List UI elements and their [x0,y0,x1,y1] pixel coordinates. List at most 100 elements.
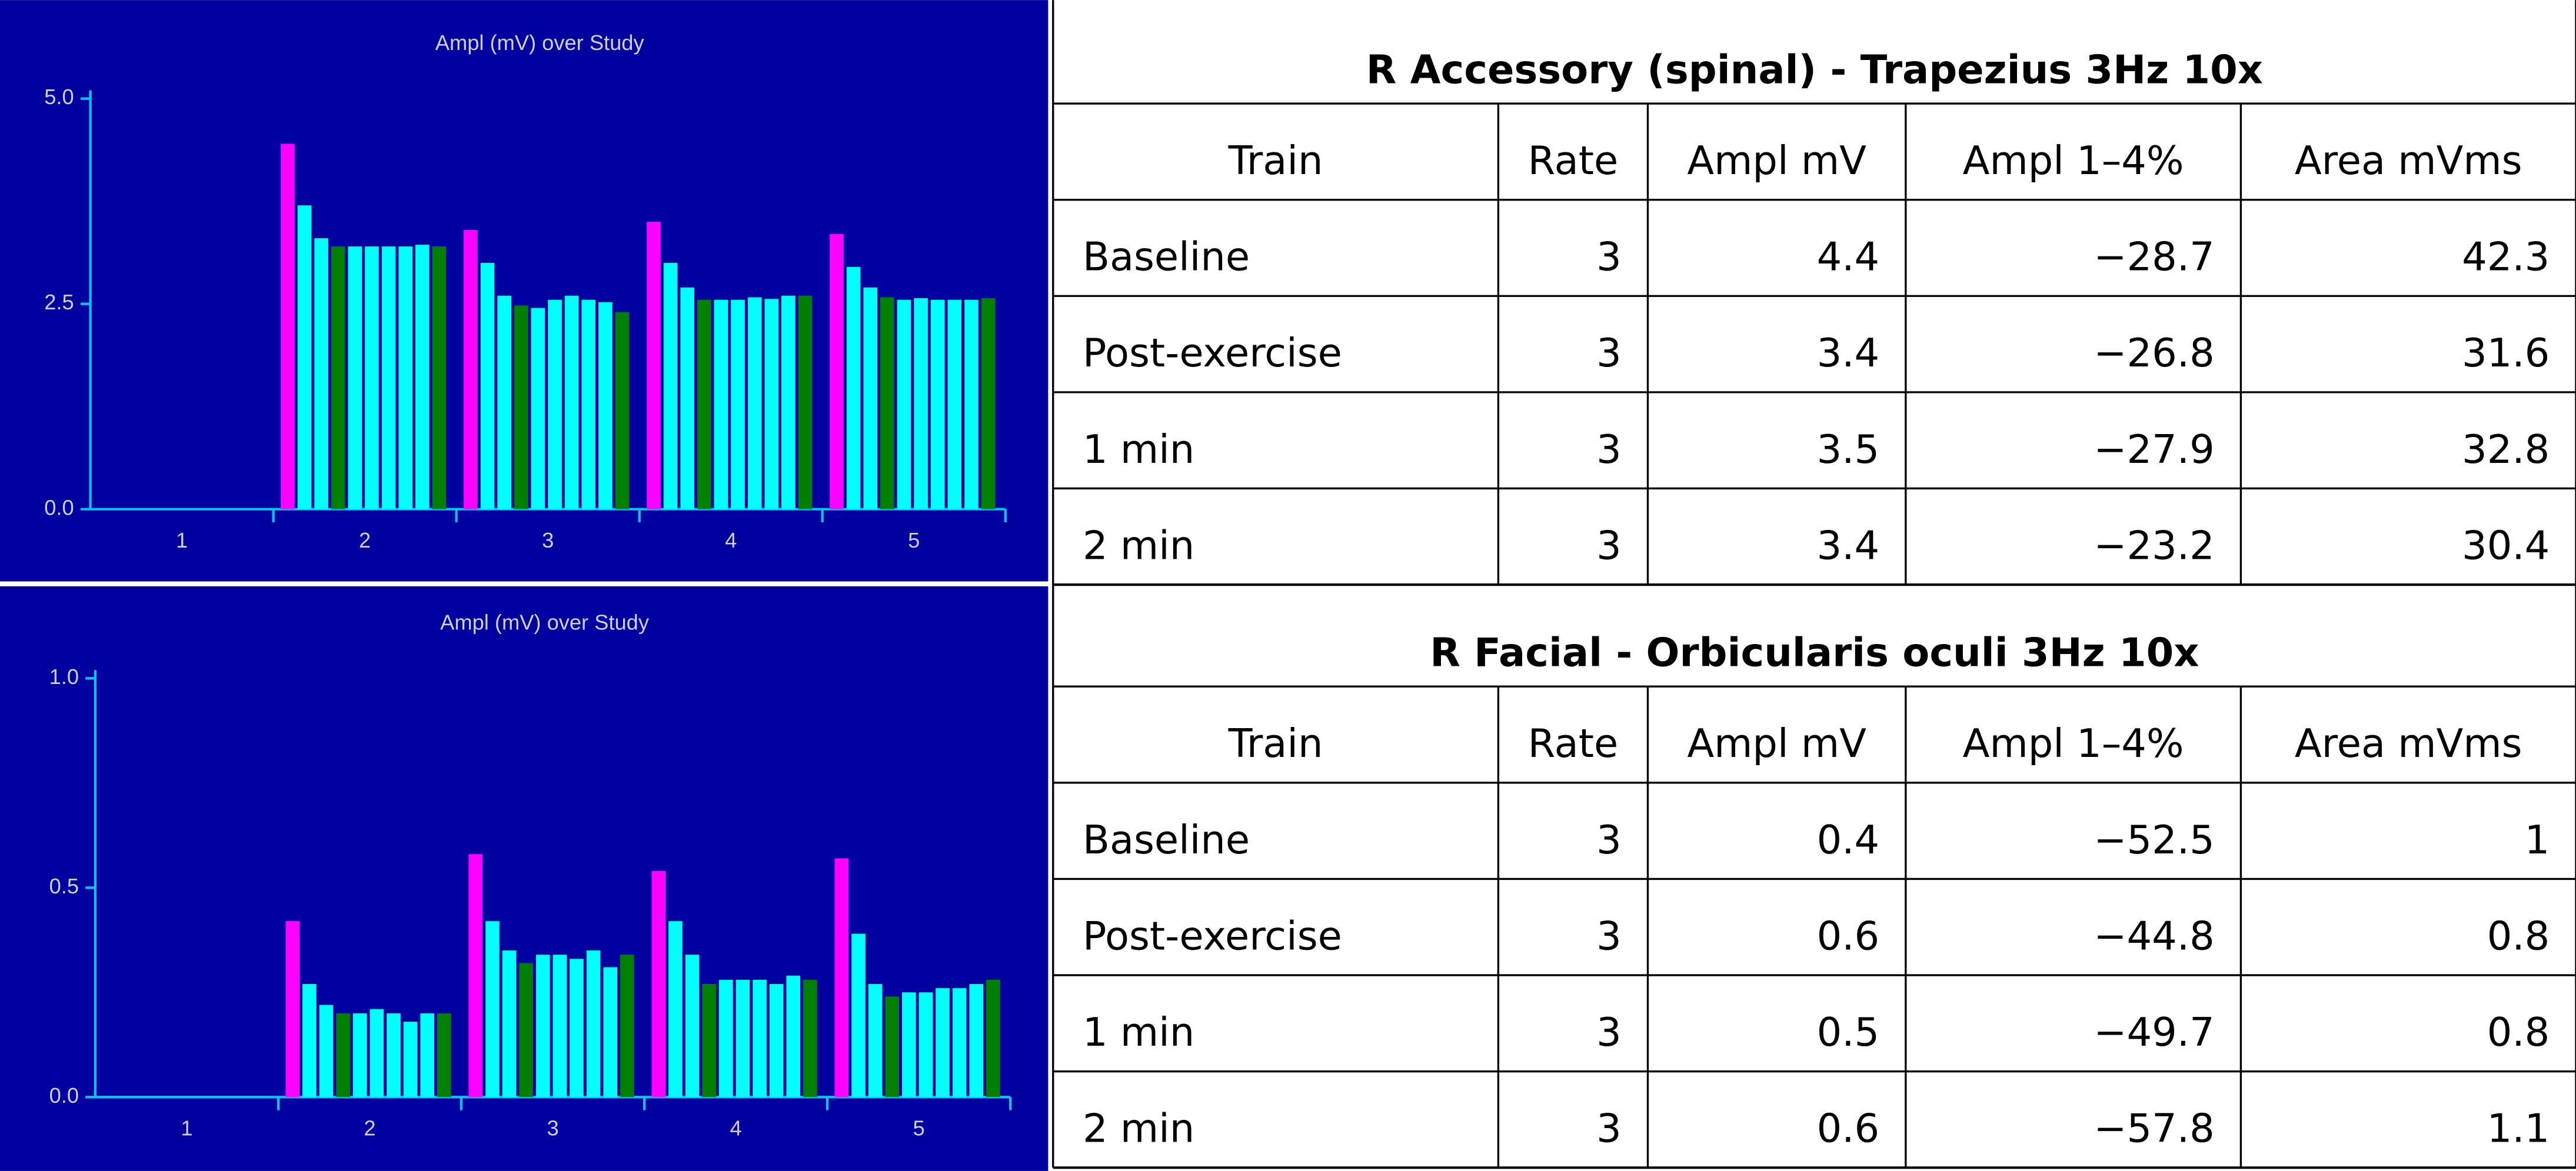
table-cell: −44.8 [2094,913,2214,959]
bar [830,233,844,509]
bar [370,1009,384,1097]
table-cell: 1 [2525,817,2550,863]
bar [348,246,362,509]
column-header: Ampl 1–4% [1963,138,2184,184]
column-header: Ampl mV [1687,138,1866,184]
bar [897,299,911,509]
x-tick-label: 3 [547,1116,558,1140]
bar [281,144,295,509]
bar [514,305,528,509]
bar [952,988,967,1097]
bar [331,246,345,509]
chart-title: Ampl (mV) over Study [435,31,645,55]
bar [319,1005,334,1097]
x-tick-label: 5 [908,528,920,552]
bar [598,302,613,509]
bar [663,262,678,509]
table-cell: Baseline [1083,234,1250,280]
bar [918,992,933,1097]
table-cell: 3 [1596,426,1622,472]
table-cell: 32.8 [2462,426,2550,472]
table-cell: 1 min [1083,1009,1194,1055]
bar [415,245,430,509]
bar [863,287,878,509]
bar [387,1013,401,1097]
bar [586,950,601,1097]
table-cell: 0.8 [2487,913,2550,959]
table-cell: 3 [1596,330,1622,376]
bar [548,299,562,509]
y-tick-label: 1.0 [49,665,79,689]
table-cell: 3 [1596,1009,1622,1055]
table-cell: −23.2 [2094,522,2214,568]
bar [381,246,396,509]
bar [620,955,634,1097]
table-cell: 30.4 [2462,522,2550,568]
column-header: Area mVms [2295,138,2522,184]
bar [885,996,900,1097]
bar [735,979,750,1097]
table-cell: −27.9 [2094,426,2214,472]
charts: Ampl (mV) over Study 0.0 2.5 5.0 1 2 3 4 5 Ampl (… [44,31,1012,1140]
table-cell: 1.1 [2487,1106,2550,1152]
bar [651,870,666,1097]
y-tick-label: 0.5 [49,874,79,898]
x-tick-label: 5 [913,1116,925,1140]
table-cell: 3 [1596,913,1622,959]
table-cell: 3.4 [1817,522,1880,568]
column-header: Train [1228,720,1323,766]
table-cell: 42.3 [2462,234,2550,280]
bar [986,979,1000,1097]
bar [480,262,495,509]
bar [398,246,412,509]
bar [851,933,866,1097]
bar [846,266,861,509]
x-tick-label: 2 [364,1116,375,1140]
bar [902,992,916,1097]
table-cell: 3.5 [1817,426,1880,472]
column-header: Rate [1528,720,1619,766]
bar [314,238,328,509]
bar [930,299,945,509]
bar [531,308,545,509]
bar [603,967,618,1097]
bar [747,297,762,509]
column-header: Rate [1528,138,1619,184]
table-title: R Facial - Orbicularis oculi 3Hz 10x [1430,630,2199,676]
tables: R Accessory (spinal) - Trapezius 3Hz 10x… [1052,0,2576,1169]
bar [581,299,596,509]
bar [880,297,894,509]
table-cell: 3 [1596,234,1622,280]
bar [834,858,849,1097]
bar [535,955,550,1097]
table-cell: 0.5 [1817,1009,1880,1055]
table-cell: 2 min [1083,522,1194,568]
bar [680,287,694,509]
bar [753,979,767,1097]
bar [502,950,517,1097]
table-cell: −26.8 [2094,330,2214,376]
bar [302,984,317,1097]
bar [647,222,661,509]
y-tick-label: 2.5 [44,290,74,314]
bar [718,979,733,1097]
bar [432,246,447,509]
table-cell: 31.6 [2462,330,2550,376]
bar [437,1013,451,1097]
bar [697,299,711,509]
column-header: Ampl mV [1687,720,1866,766]
x-tick-label: 3 [542,528,554,552]
table-cell: 4.4 [1817,234,1880,280]
bar [803,979,817,1097]
column-header: Train [1228,138,1323,184]
y-tick-label: 0.0 [49,1083,79,1107]
table-cell: 1 min [1083,426,1194,472]
bar [497,295,511,509]
bar [781,295,796,509]
bar [868,984,883,1097]
table-cell: 0.6 [1817,1106,1880,1152]
bar [485,921,500,1097]
bar [936,988,950,1097]
column-header: Area mVms [2295,720,2522,766]
